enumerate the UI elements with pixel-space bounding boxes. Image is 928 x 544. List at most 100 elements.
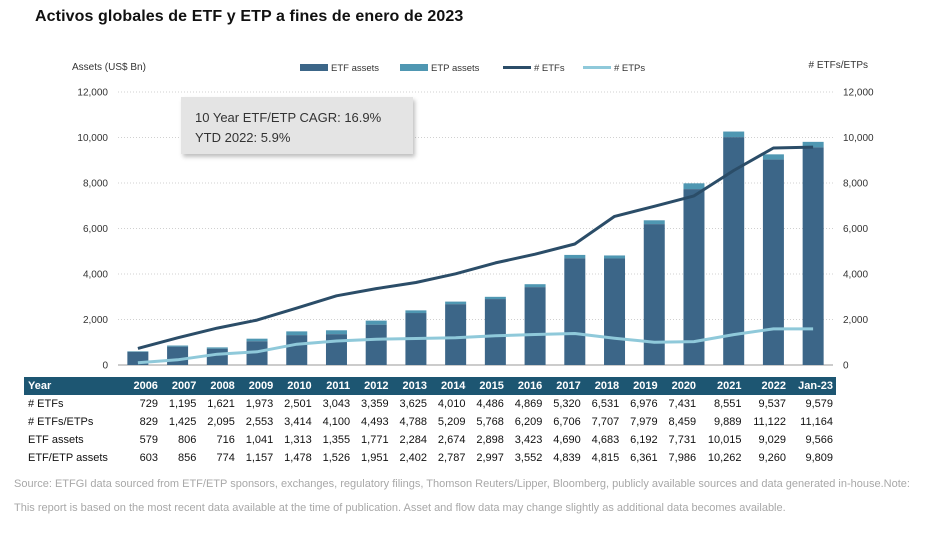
table-cell: 2,898 [476, 434, 504, 446]
table-cell: 9,889 [713, 416, 742, 428]
y-tick-label-right: 4,000 [843, 270, 868, 281]
y-tick-label-right: 2,000 [843, 315, 868, 326]
table-cell: 4,100 [322, 416, 351, 428]
table-cell: 4,486 [476, 398, 504, 410]
etf-assets-bar [286, 335, 308, 365]
etf-assets-bar [167, 346, 189, 365]
etp-assets-bar [167, 345, 189, 347]
y-tick-label-left: 0 [102, 361, 108, 372]
etp-assets-bar [127, 351, 149, 352]
table-cell: 1,621 [207, 398, 235, 410]
table-cell: 6,976 [630, 398, 658, 410]
table-cell: 579 [139, 434, 158, 446]
table-row: ETF assets 579 806 716 1,041 1,313 1,355 1,771 2… [24, 431, 836, 449]
table-header-cell: Jan-23 [798, 380, 833, 392]
table-cell: 5,320 [553, 398, 581, 410]
table-header-cell: Year [28, 380, 52, 392]
table-header-cell: 2014 [440, 380, 466, 392]
ytd-line: YTD 2022: 5.9% [195, 130, 291, 145]
num-etfs-line [137, 145, 814, 350]
etp-assets-bar [723, 131, 745, 138]
table-cell: 1,355 [322, 434, 351, 446]
legend-label: # ETFs [534, 63, 565, 74]
table-cell: 10,015 [707, 434, 742, 446]
table-cell: 6,531 [591, 398, 620, 410]
table-header-cell: 2012 [364, 380, 389, 392]
table-cell: 603 [139, 452, 158, 464]
table-header-cell: 2007 [171, 380, 197, 392]
table-header-cell: 2010 [287, 380, 312, 392]
table-cell: 3,043 [322, 398, 351, 410]
legend-swatch [300, 64, 328, 71]
etp-assets-bar [643, 220, 665, 225]
table-cell: 9,566 [805, 434, 833, 446]
y-tick-label-left: 12,000 [77, 88, 108, 99]
table-cell: 774 [216, 452, 235, 464]
table-header-cell: 2006 [133, 380, 158, 392]
y-tick-label-left: 6,000 [83, 224, 108, 235]
table-cell: 3,552 [514, 452, 543, 464]
etp-assets-bar [246, 338, 268, 342]
table-row-label: # ETFs [28, 398, 64, 410]
table-cell: 2,674 [437, 434, 466, 446]
y-tick-label-left: 10,000 [77, 133, 108, 144]
etp-assets-bar [762, 154, 784, 160]
etf-assets-bar [484, 299, 506, 365]
y-tick-label-right: 10,000 [843, 133, 874, 144]
source-note: Source: ETFGI data sourced from ETF/ETP … [14, 478, 910, 514]
etp-assets-bar [445, 301, 467, 305]
table-cell: 10,262 [707, 452, 742, 464]
table-cell: 8,551 [713, 398, 742, 410]
table-row-label: # ETFs/ETPs [28, 416, 94, 428]
table-header-cell: 2021 [717, 380, 742, 392]
table-cell: 829 [139, 416, 158, 428]
etf-assets-bar [564, 258, 586, 365]
legend-label: ETP assets [431, 63, 480, 74]
etf-assets-bar [604, 258, 626, 365]
legend-label: ETF assets [331, 63, 379, 74]
table-header-cell: 2016 [517, 380, 543, 392]
table-cell: 1,951 [361, 452, 389, 464]
table-header-cell: 2009 [248, 380, 274, 392]
table-cell: 2,997 [476, 452, 504, 464]
table-cell: 4,683 [591, 434, 620, 446]
table-cell: 4,788 [399, 416, 427, 428]
table-cell: 729 [139, 398, 158, 410]
table-cell: 1,041 [245, 434, 274, 446]
table-cell: 1,526 [322, 452, 351, 464]
table-cell: 2,402 [399, 452, 427, 464]
table-cell: 7,707 [591, 416, 620, 428]
table-cell: 1,425 [168, 416, 197, 428]
table-cell: 6,209 [514, 416, 543, 428]
etp-assets-bar [802, 141, 824, 148]
table-cell: 6,361 [630, 452, 658, 464]
table-cell: 4,010 [437, 398, 466, 410]
table-header-cell: 2008 [210, 380, 235, 392]
table-cell: 1,478 [284, 452, 312, 464]
etf-assets-bar [723, 137, 745, 365]
table-cell: 11,122 [753, 416, 787, 428]
cagr-callout: 10 Year ETF/ETP CAGR: 16.9% YTD 2022: 5.… [181, 97, 413, 154]
table-cell: 806 [178, 434, 197, 446]
table-cell: 2,787 [437, 452, 466, 464]
table-cell: 1,313 [284, 434, 312, 446]
table-cell: 9,579 [805, 398, 833, 410]
table-cell: 3,625 [399, 398, 427, 410]
table-cell: 9,809 [805, 452, 833, 464]
y-axis-label-right: # ETFs/ETPs [809, 60, 868, 71]
table-header-cell: 2011 [326, 380, 351, 392]
table-row: # ETFs/ETPs 829 1,425 2,095 2,553 3,414 4,100 4… [24, 413, 836, 431]
table-cell: 7,979 [630, 416, 658, 428]
etf-assets-bar [206, 348, 228, 365]
table-header-cell: 2022 [761, 380, 787, 392]
etf-assets-bar [643, 224, 665, 365]
etp-assets-bar [524, 284, 546, 288]
etp-assets-bar [286, 331, 308, 336]
table-cell: 4,493 [361, 416, 389, 428]
chart-title: Activos globales de ETF y ETP a fines de… [35, 8, 464, 25]
table-header-cell: 2020 [671, 380, 697, 392]
table-header-cell: 2015 [479, 380, 504, 392]
y-axis-label-left: Assets (US$ Bn) [72, 62, 146, 73]
table-row-label: ETF/ETP assets [28, 452, 108, 464]
table-cell: 3,414 [284, 416, 312, 428]
